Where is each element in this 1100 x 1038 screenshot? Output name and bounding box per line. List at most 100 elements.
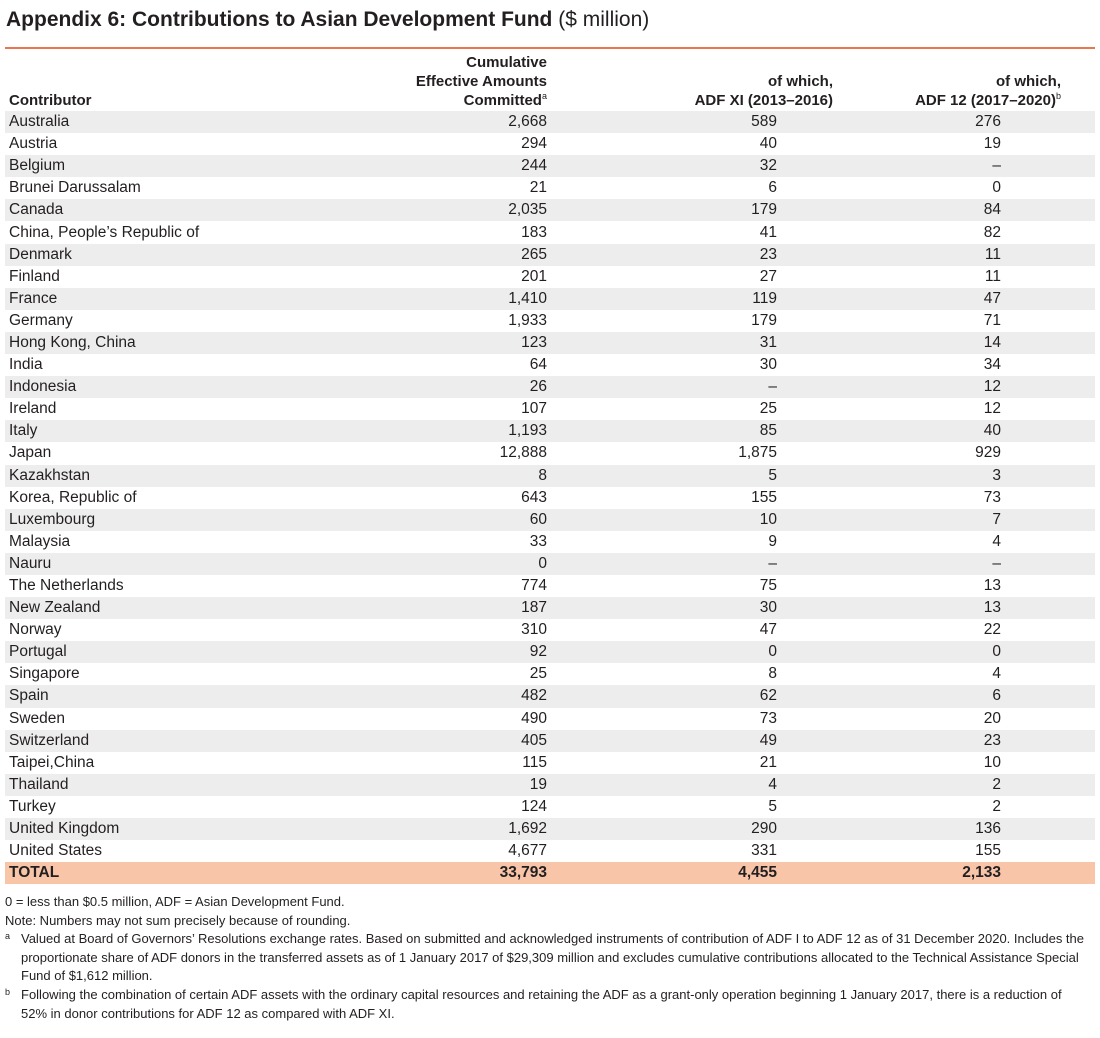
adf12-amount: 22 xyxy=(983,621,1001,639)
table-row: Thailand 19 4 2 xyxy=(5,773,1095,796)
total-cumulative: 33,793 xyxy=(383,862,593,885)
table-row: Nauru 0 – – xyxy=(5,552,1095,575)
adf12-amount: – xyxy=(992,157,1001,175)
adf11-amount: 8 xyxy=(768,665,777,683)
total-adf12: 2,133 xyxy=(843,862,1095,885)
table-row: India 64 30 34 xyxy=(5,354,1095,377)
table-row: Denmark 265 23 11 xyxy=(5,243,1095,266)
header-cumulative-line3: Committed xyxy=(463,92,542,109)
adf12-amount: 11 xyxy=(984,267,1001,285)
footnote-b-marker: b xyxy=(1055,91,1061,101)
contributor-name: Germany xyxy=(9,311,73,329)
adf12-amount: 0 xyxy=(992,179,1001,197)
cumulative-amount: 482 xyxy=(521,687,547,705)
total-row: TOTAL 33,793 4,455 2,133 xyxy=(5,862,1095,885)
adf12-amount: 3 xyxy=(992,466,1001,484)
adf11-amount: 0 xyxy=(768,643,777,661)
cumulative-amount: 265 xyxy=(521,245,547,263)
footnote-b-text: Following the combination of certain ADF… xyxy=(21,986,1062,1021)
cumulative-amount: 774 xyxy=(521,577,547,595)
adf12-amount: – xyxy=(992,554,1001,572)
cumulative-amount: 183 xyxy=(521,223,547,241)
cumulative-amount: 33 xyxy=(529,532,547,550)
table-row: Ireland 107 25 12 xyxy=(5,398,1095,421)
contributor-name: Malaysia xyxy=(9,532,71,550)
cumulative-amount: 4,677 xyxy=(508,842,547,860)
contributor-name: Turkey xyxy=(9,797,56,815)
cumulative-amount: 26 xyxy=(529,378,547,396)
adf12-amount: 4 xyxy=(992,532,1001,550)
contributor-name: Luxembourg xyxy=(9,510,96,528)
title-main: Appendix 6: Contributions to Asian Devel… xyxy=(6,8,553,31)
contributor-name: France xyxy=(9,289,58,307)
cumulative-amount: 643 xyxy=(521,488,547,506)
table-header: Contributor Cumulative Effective Amounts… xyxy=(5,53,1095,111)
contributor-name: Canada xyxy=(9,201,64,219)
table-row: Italy 1,193 85 40 xyxy=(5,420,1095,443)
adf11-amount: 5 xyxy=(768,466,777,484)
contributor-name: China, People’s Republic of xyxy=(9,223,200,241)
cumulative-amount: 115 xyxy=(522,753,547,771)
cumulative-amount: 310 xyxy=(521,621,547,639)
cumulative-amount: 25 xyxy=(529,665,547,683)
adf12-amount: 19 xyxy=(983,135,1001,153)
table-row: Brunei Darussalam 21 6 0 xyxy=(5,177,1095,200)
cumulative-amount: 2,668 xyxy=(508,113,547,131)
table-notes: 0 = less than $0.5 million, ADF = Asian … xyxy=(5,893,1090,1023)
table-row: France 1,410 119 47 xyxy=(5,287,1095,310)
adf11-amount: 62 xyxy=(759,687,777,705)
contributor-name: India xyxy=(9,356,43,374)
adf11-amount: 25 xyxy=(759,400,777,418)
cumulative-amount: 12,888 xyxy=(499,444,547,462)
adf12-amount: 11 xyxy=(984,245,1001,263)
table-row: Belgium 244 32 – xyxy=(5,155,1095,178)
header-adf11-line1: of which, xyxy=(768,73,833,90)
adf11-amount: 10 xyxy=(759,510,777,528)
adf11-amount: 27 xyxy=(759,267,777,285)
footnote-a-mark: a xyxy=(5,931,11,942)
cumulative-amount: 1,933 xyxy=(508,311,547,329)
cumulative-amount: 107 xyxy=(521,400,547,418)
header-cumulative-line2: Effective Amounts xyxy=(415,73,547,90)
adf12-amount: 73 xyxy=(983,488,1001,506)
adf12-amount: 14 xyxy=(983,333,1001,351)
table-row: China, People’s Republic of 183 41 82 xyxy=(5,221,1095,244)
cumulative-amount: 123 xyxy=(521,333,547,351)
contributor-name: Korea, Republic of xyxy=(9,488,137,506)
header-contributor: Contributor xyxy=(9,92,92,109)
adf12-amount: 13 xyxy=(983,599,1001,617)
cumulative-amount: 21 xyxy=(529,179,547,197)
total-label: TOTAL xyxy=(5,862,383,885)
page-title: Appendix 6: Contributions to Asian Devel… xyxy=(6,7,649,33)
cumulative-amount: 2,035 xyxy=(508,201,547,219)
table-row: Kazakhstan 8 5 3 xyxy=(5,464,1095,487)
cumulative-amount: 92 xyxy=(529,643,547,661)
adf12-amount: 40 xyxy=(983,422,1001,440)
adf12-amount: 20 xyxy=(983,709,1001,727)
adf12-amount: 0 xyxy=(992,643,1001,661)
cumulative-amount: 187 xyxy=(521,599,547,617)
adf12-amount: 47 xyxy=(983,289,1001,307)
contributor-name: Ireland xyxy=(9,400,57,418)
header-cumulative: Cumulative Effective Amounts Committeda xyxy=(383,53,593,111)
adf11-amount: 47 xyxy=(759,621,777,639)
cumulative-amount: 490 xyxy=(521,709,547,727)
footnote-a-text: Valued at Board of Governors’ Resolution… xyxy=(21,931,1085,984)
adf12-amount: 10 xyxy=(983,753,1001,771)
adf11-amount: – xyxy=(768,554,777,572)
adf11-amount: 179 xyxy=(751,311,777,329)
contributor-name: Switzerland xyxy=(9,731,90,749)
header-adf11-line2: ADF XI (2013–2016) xyxy=(694,92,833,109)
contributor-name: Taipei,China xyxy=(9,753,95,771)
table-row: Portugal 92 0 0 xyxy=(5,641,1095,664)
table-row: United Kingdom 1,692 290 136 xyxy=(5,818,1095,841)
adf11-amount: 119 xyxy=(752,289,777,307)
table-row: Finland 201 27 11 xyxy=(5,265,1095,288)
rounding-note: Note: Numbers may not sum precisely beca… xyxy=(5,912,351,928)
contributor-name: Belgium xyxy=(9,157,65,175)
adf11-amount: 9 xyxy=(768,532,777,550)
table-row: Taipei,China 115 21 10 xyxy=(5,751,1095,774)
adf11-amount: 155 xyxy=(751,488,777,506)
adf11-amount: 179 xyxy=(751,201,777,219)
